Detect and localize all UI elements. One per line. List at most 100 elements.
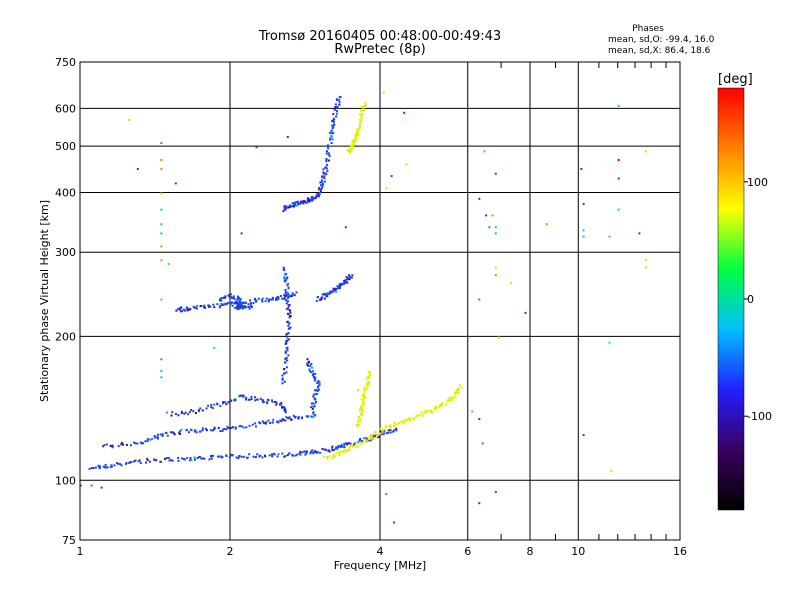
trace-point <box>300 200 303 203</box>
trace-point <box>279 403 281 406</box>
trace-point <box>177 459 180 462</box>
trace-point <box>189 459 191 462</box>
trace-point <box>331 445 334 448</box>
trace-point <box>363 394 365 397</box>
trace-point <box>306 364 309 366</box>
scatter-point <box>478 418 481 420</box>
trace-point <box>261 300 264 303</box>
trace-point <box>359 122 362 125</box>
scatter-point <box>240 232 243 235</box>
trace-point <box>180 410 183 413</box>
trace-point <box>280 403 283 406</box>
trace-point <box>283 205 286 208</box>
trace-point <box>285 366 288 369</box>
trace-point <box>286 454 289 457</box>
trace-point <box>401 420 404 423</box>
trace-point <box>384 426 387 429</box>
trace-point <box>149 460 151 463</box>
trace-point <box>180 457 183 460</box>
trace-point <box>297 200 300 203</box>
trace-point <box>220 303 223 305</box>
scatter-point <box>128 119 131 121</box>
trace-point <box>287 332 290 335</box>
trace-point <box>320 184 322 187</box>
trace-point <box>314 197 317 200</box>
trace-point <box>284 292 287 295</box>
trace-point <box>179 310 182 313</box>
chart-subtitle: RwPretec (8p) <box>334 42 425 57</box>
x-tick-label: 1 <box>77 545 84 558</box>
trace-point <box>360 404 363 407</box>
trace-point <box>286 291 289 294</box>
y-tick-label: 600 <box>55 102 76 115</box>
trace-point <box>318 192 321 195</box>
trace-point <box>331 138 334 141</box>
trace-point <box>369 435 372 438</box>
trace-point <box>295 204 298 207</box>
trace-point <box>216 303 219 306</box>
trace-point <box>156 436 159 438</box>
trace-point <box>345 275 348 278</box>
trace-point <box>340 443 343 446</box>
trace-point <box>251 306 253 309</box>
trace-point <box>275 401 278 404</box>
scatter-point <box>524 311 527 314</box>
trace-point <box>337 287 340 289</box>
trace-point <box>284 361 286 364</box>
trace-point <box>249 299 252 302</box>
trace-point <box>335 115 338 118</box>
trace-point <box>301 417 304 420</box>
trace-point <box>285 340 288 343</box>
trace-point <box>426 410 429 412</box>
trace-point <box>350 147 353 150</box>
trace-point <box>294 201 297 204</box>
trace-point <box>228 296 231 299</box>
trace-point <box>231 304 234 307</box>
trace-point <box>310 402 313 405</box>
trace-point <box>362 441 365 444</box>
trace-point <box>347 448 349 451</box>
x-tick-labels: 1 2 4 6 8 10 16 <box>77 545 688 558</box>
trace-point <box>225 302 228 305</box>
trace-point <box>145 461 147 464</box>
trace-point <box>244 398 247 401</box>
trace-point <box>239 297 242 300</box>
trace-point <box>239 307 242 309</box>
trace-point <box>280 420 283 423</box>
trace-point <box>365 439 368 442</box>
trace-point <box>155 459 158 462</box>
trace-point <box>283 419 286 422</box>
trace-point <box>167 456 170 459</box>
trace-point <box>331 290 334 293</box>
trace-point <box>355 132 358 135</box>
trace-point <box>204 427 207 430</box>
trace-point <box>361 114 364 117</box>
trace-point <box>88 467 91 470</box>
trace-point <box>210 406 213 409</box>
scatter-point <box>80 484 82 487</box>
trace-point <box>225 428 228 431</box>
trace-point <box>285 302 288 305</box>
x-tick-label: 16 <box>673 545 687 558</box>
trace-point <box>382 433 385 436</box>
trace-point <box>287 295 290 298</box>
trace-point <box>298 452 301 455</box>
trace-point <box>320 298 322 301</box>
trace-point <box>376 434 379 436</box>
trace-point <box>337 446 340 449</box>
trace-point <box>314 414 317 417</box>
trace-point <box>389 424 392 427</box>
trace-point <box>362 410 365 412</box>
trace-point <box>204 306 207 309</box>
trace-point <box>362 401 365 404</box>
trace-point <box>379 432 382 435</box>
trace-point <box>308 369 311 372</box>
scatter-point <box>471 410 474 413</box>
trace-point <box>353 139 355 142</box>
trace-point <box>286 276 289 279</box>
trace-point <box>306 200 309 202</box>
scatter-point <box>160 168 163 170</box>
trace-point <box>454 396 457 399</box>
trace-point <box>103 444 106 447</box>
trace-point <box>312 405 315 408</box>
